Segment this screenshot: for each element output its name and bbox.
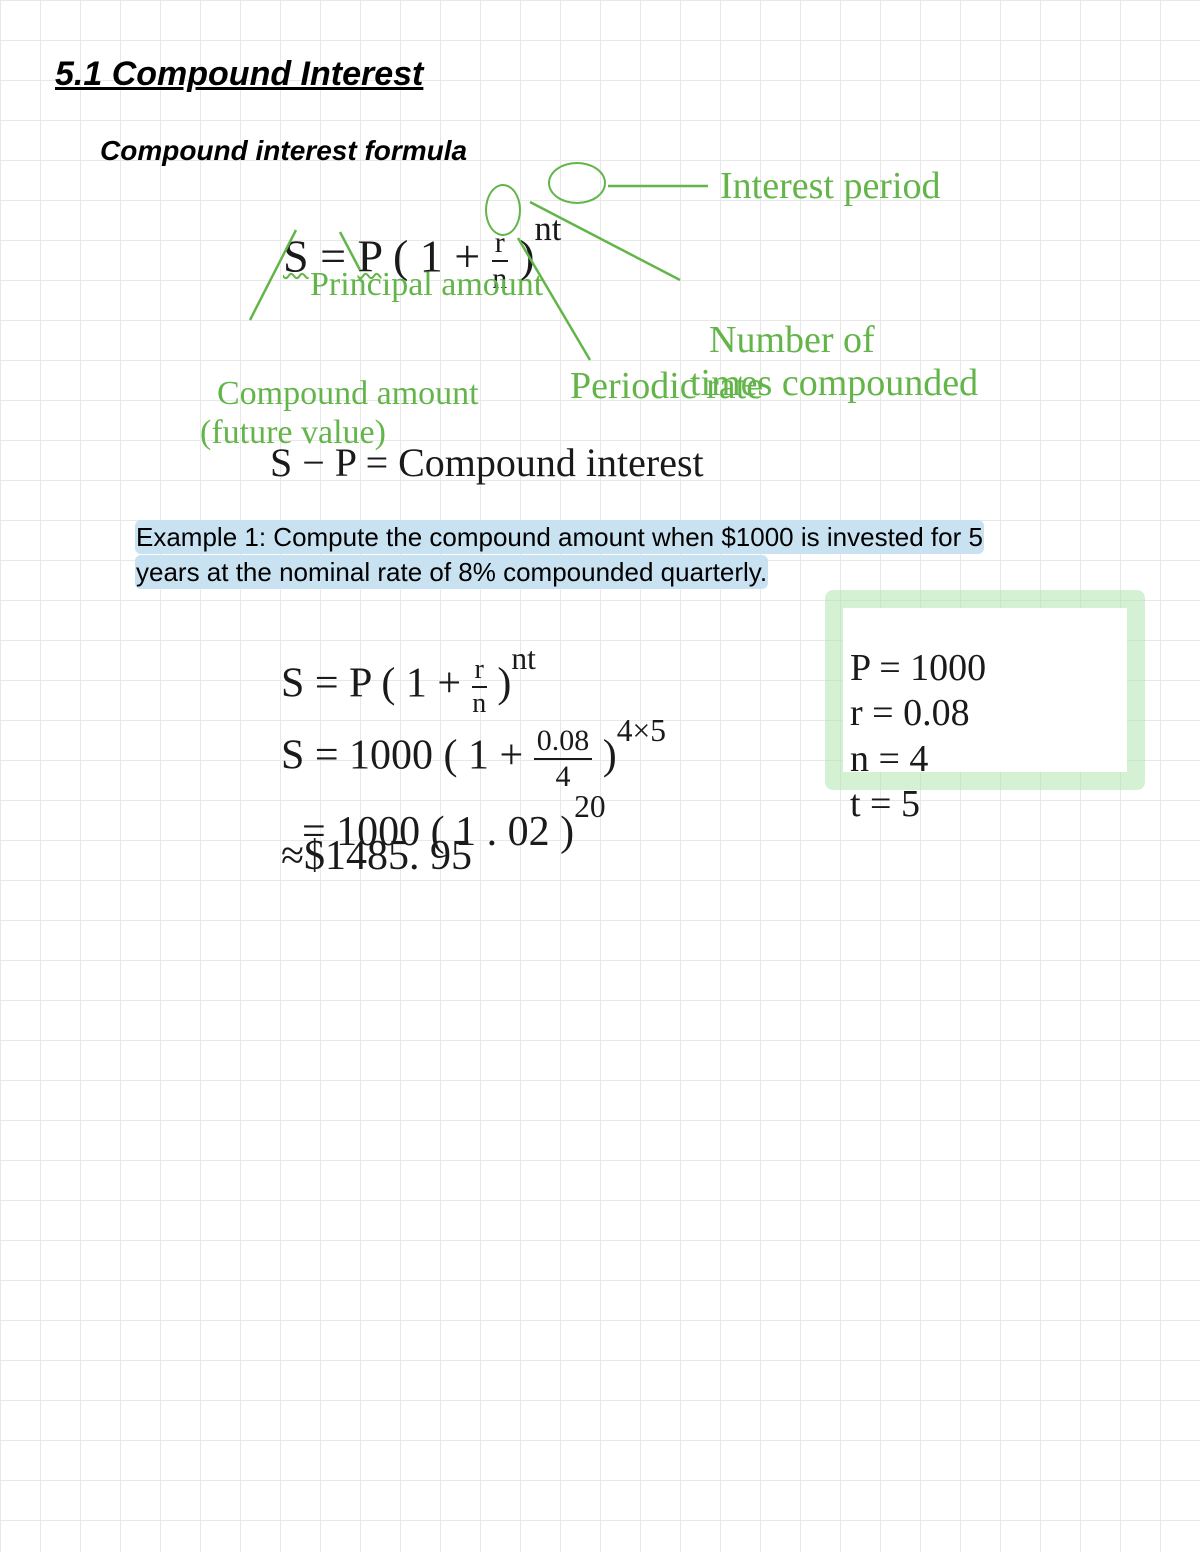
work-line-4: ≈$1485. 95 [260, 832, 472, 880]
label-compound-l1: Compound amount [217, 375, 479, 412]
var-r: r = 0.08 [850, 692, 970, 734]
var-n: n = 4 [850, 738, 928, 780]
w1exp: nt [511, 641, 536, 676]
vars-list: P = 1000 r = 0.08 n = 4 t = 5 [850, 600, 986, 828]
var-P: P = 1000 [850, 647, 986, 689]
w3exp: 20 [574, 789, 606, 824]
circle-nt [548, 162, 606, 204]
page-title: 5.1 Compound Interest [55, 55, 423, 94]
label-compound-amount: Compound amount (future value) [200, 335, 479, 452]
w2num: 0.08 [534, 726, 593, 760]
label-interest-period: Interest period [720, 165, 941, 209]
label-periodic-rate: Periodic rate [570, 365, 763, 409]
circle-rn [485, 184, 521, 236]
var-t: t = 5 [850, 783, 920, 825]
w2exp: 4×5 [617, 713, 666, 748]
formula-S: S [283, 230, 309, 281]
example-1-text: Example 1: Compute the compound amount w… [135, 520, 1135, 590]
formula-nt: nt [535, 210, 562, 248]
example-l1: Example 1: Compute the compound amount w… [135, 520, 984, 554]
label-numtimes-l1: Number of [709, 319, 875, 361]
section-subhead: Compound interest formula [100, 135, 467, 167]
label-principal: Principal amount [310, 265, 543, 304]
example-l2: years at the nominal rate of 8% compound… [135, 555, 768, 589]
compound-interest-eq: S − P = Compound interest [270, 440, 704, 486]
